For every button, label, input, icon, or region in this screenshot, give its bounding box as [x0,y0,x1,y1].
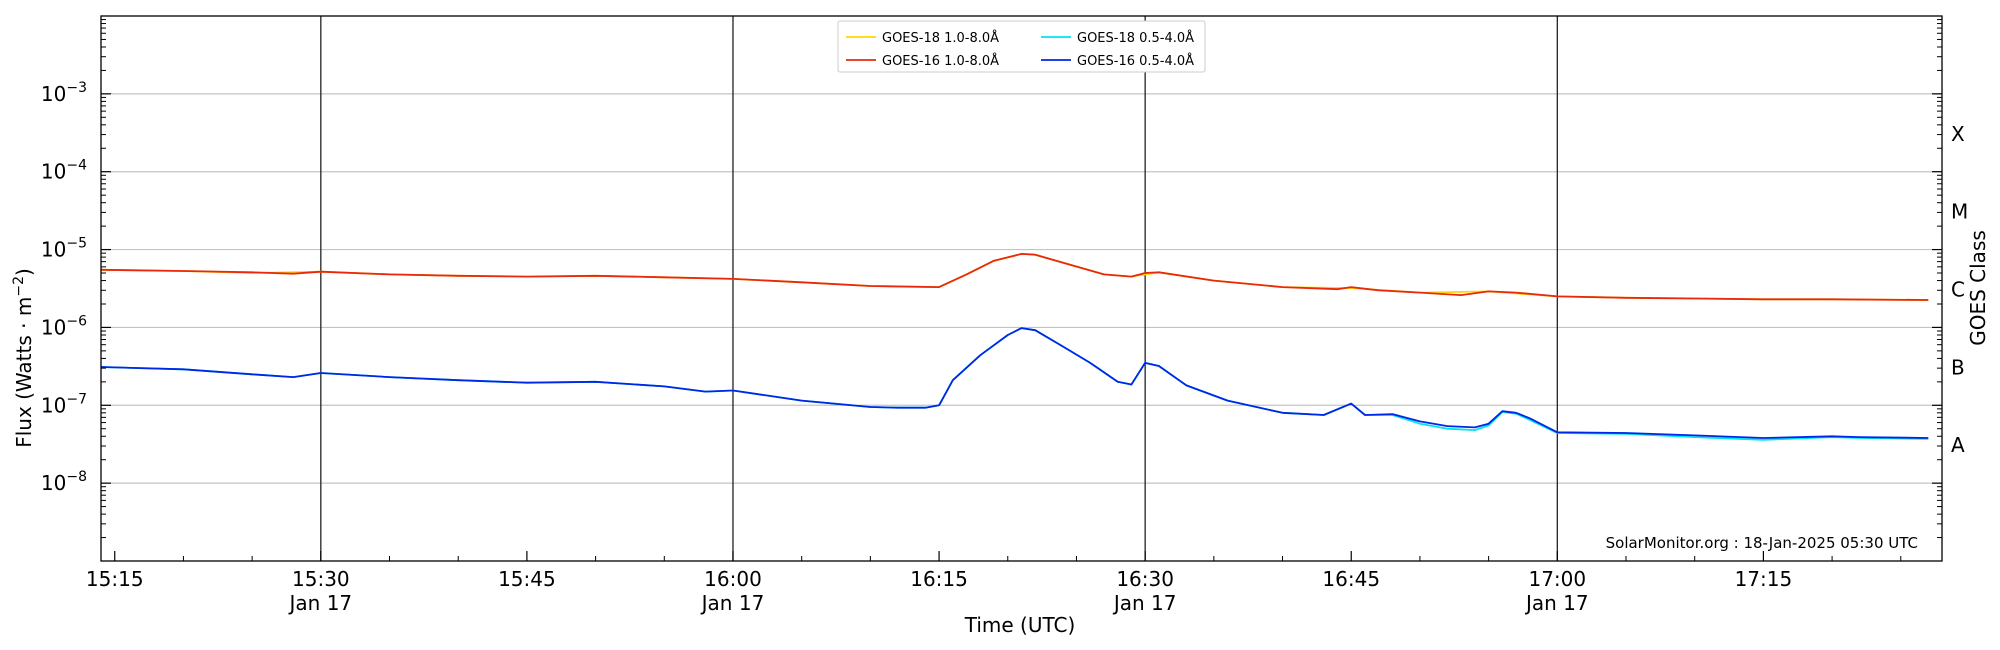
day-boundary-lines [320,16,1558,561]
legend-label: GOES-16 1.0-8.0Å [882,53,999,69]
legend-label: GOES-16 0.5-4.0Å [1077,53,1194,69]
goes-class-labels: A B C M X [1951,122,1968,457]
x-tick-date-label: Jan 17 [288,591,353,615]
legend-label: GOES-18 1.0-8.0Å [882,30,999,46]
series-layer [100,252,1929,441]
footer-credit: SolarMonitor.org : 18-Jan-2025 05:30 UTC [1606,534,1918,552]
goes-class-label: B [1951,355,1965,379]
plot-frame [100,15,1943,562]
x-tick-date-label: Jan 17 [700,591,765,615]
y-tick-labels: 10−8 10−7 10−6 10−5 10−4 10−3 [41,80,87,495]
x-tick-label: 15:30 [292,567,350,591]
x-axis-title: Time (UTC) [964,613,1076,637]
legend-frame [837,20,1206,73]
x-tick-label: 16:15 [910,567,968,591]
y-tick-label: 10−8 [41,469,87,495]
series-line-goes-16-0-5-4-0- [100,327,1929,439]
x-tick-date-label: Jan 17 [1524,591,1589,615]
y-tick-label: 10−6 [41,313,87,339]
y-tick-label: 10−4 [41,158,87,184]
series-line-goes-16-1-0-8-0- [100,252,1929,301]
x-tick-label: 17:15 [1735,567,1793,591]
legend: GOES-18 1.0-8.0Å GOES-16 1.0-8.0Å GOES-18 … [837,20,1206,73]
x-tick-date-label: Jan 17 [1112,591,1177,615]
right-axis-title: GOES Class [1966,230,1990,346]
goes-class-label: C [1951,278,1965,302]
x-tick-label: 15:45 [498,567,556,591]
tick-layer [101,19,1942,561]
y-tick-label: 10−7 [41,391,87,417]
y-tick-label: 10−5 [41,236,87,262]
x-tick-label: 16:45 [1322,567,1380,591]
x-tick-label: 16:00 [704,567,762,591]
x-tick-label: 16:30 [1116,567,1174,591]
legend-label: GOES-18 0.5-4.0Å [1077,30,1194,46]
y-axis-title: Flux (Watts · m−2) [11,268,36,448]
goes-class-label: A [1951,433,1965,457]
y-tick-label: 10−3 [41,80,87,106]
x-tick-label: 17:00 [1528,567,1586,591]
goes-class-label: M [1951,200,1968,224]
x-tick-label: 15:15 [86,567,144,591]
goes-class-label: X [1951,122,1965,146]
